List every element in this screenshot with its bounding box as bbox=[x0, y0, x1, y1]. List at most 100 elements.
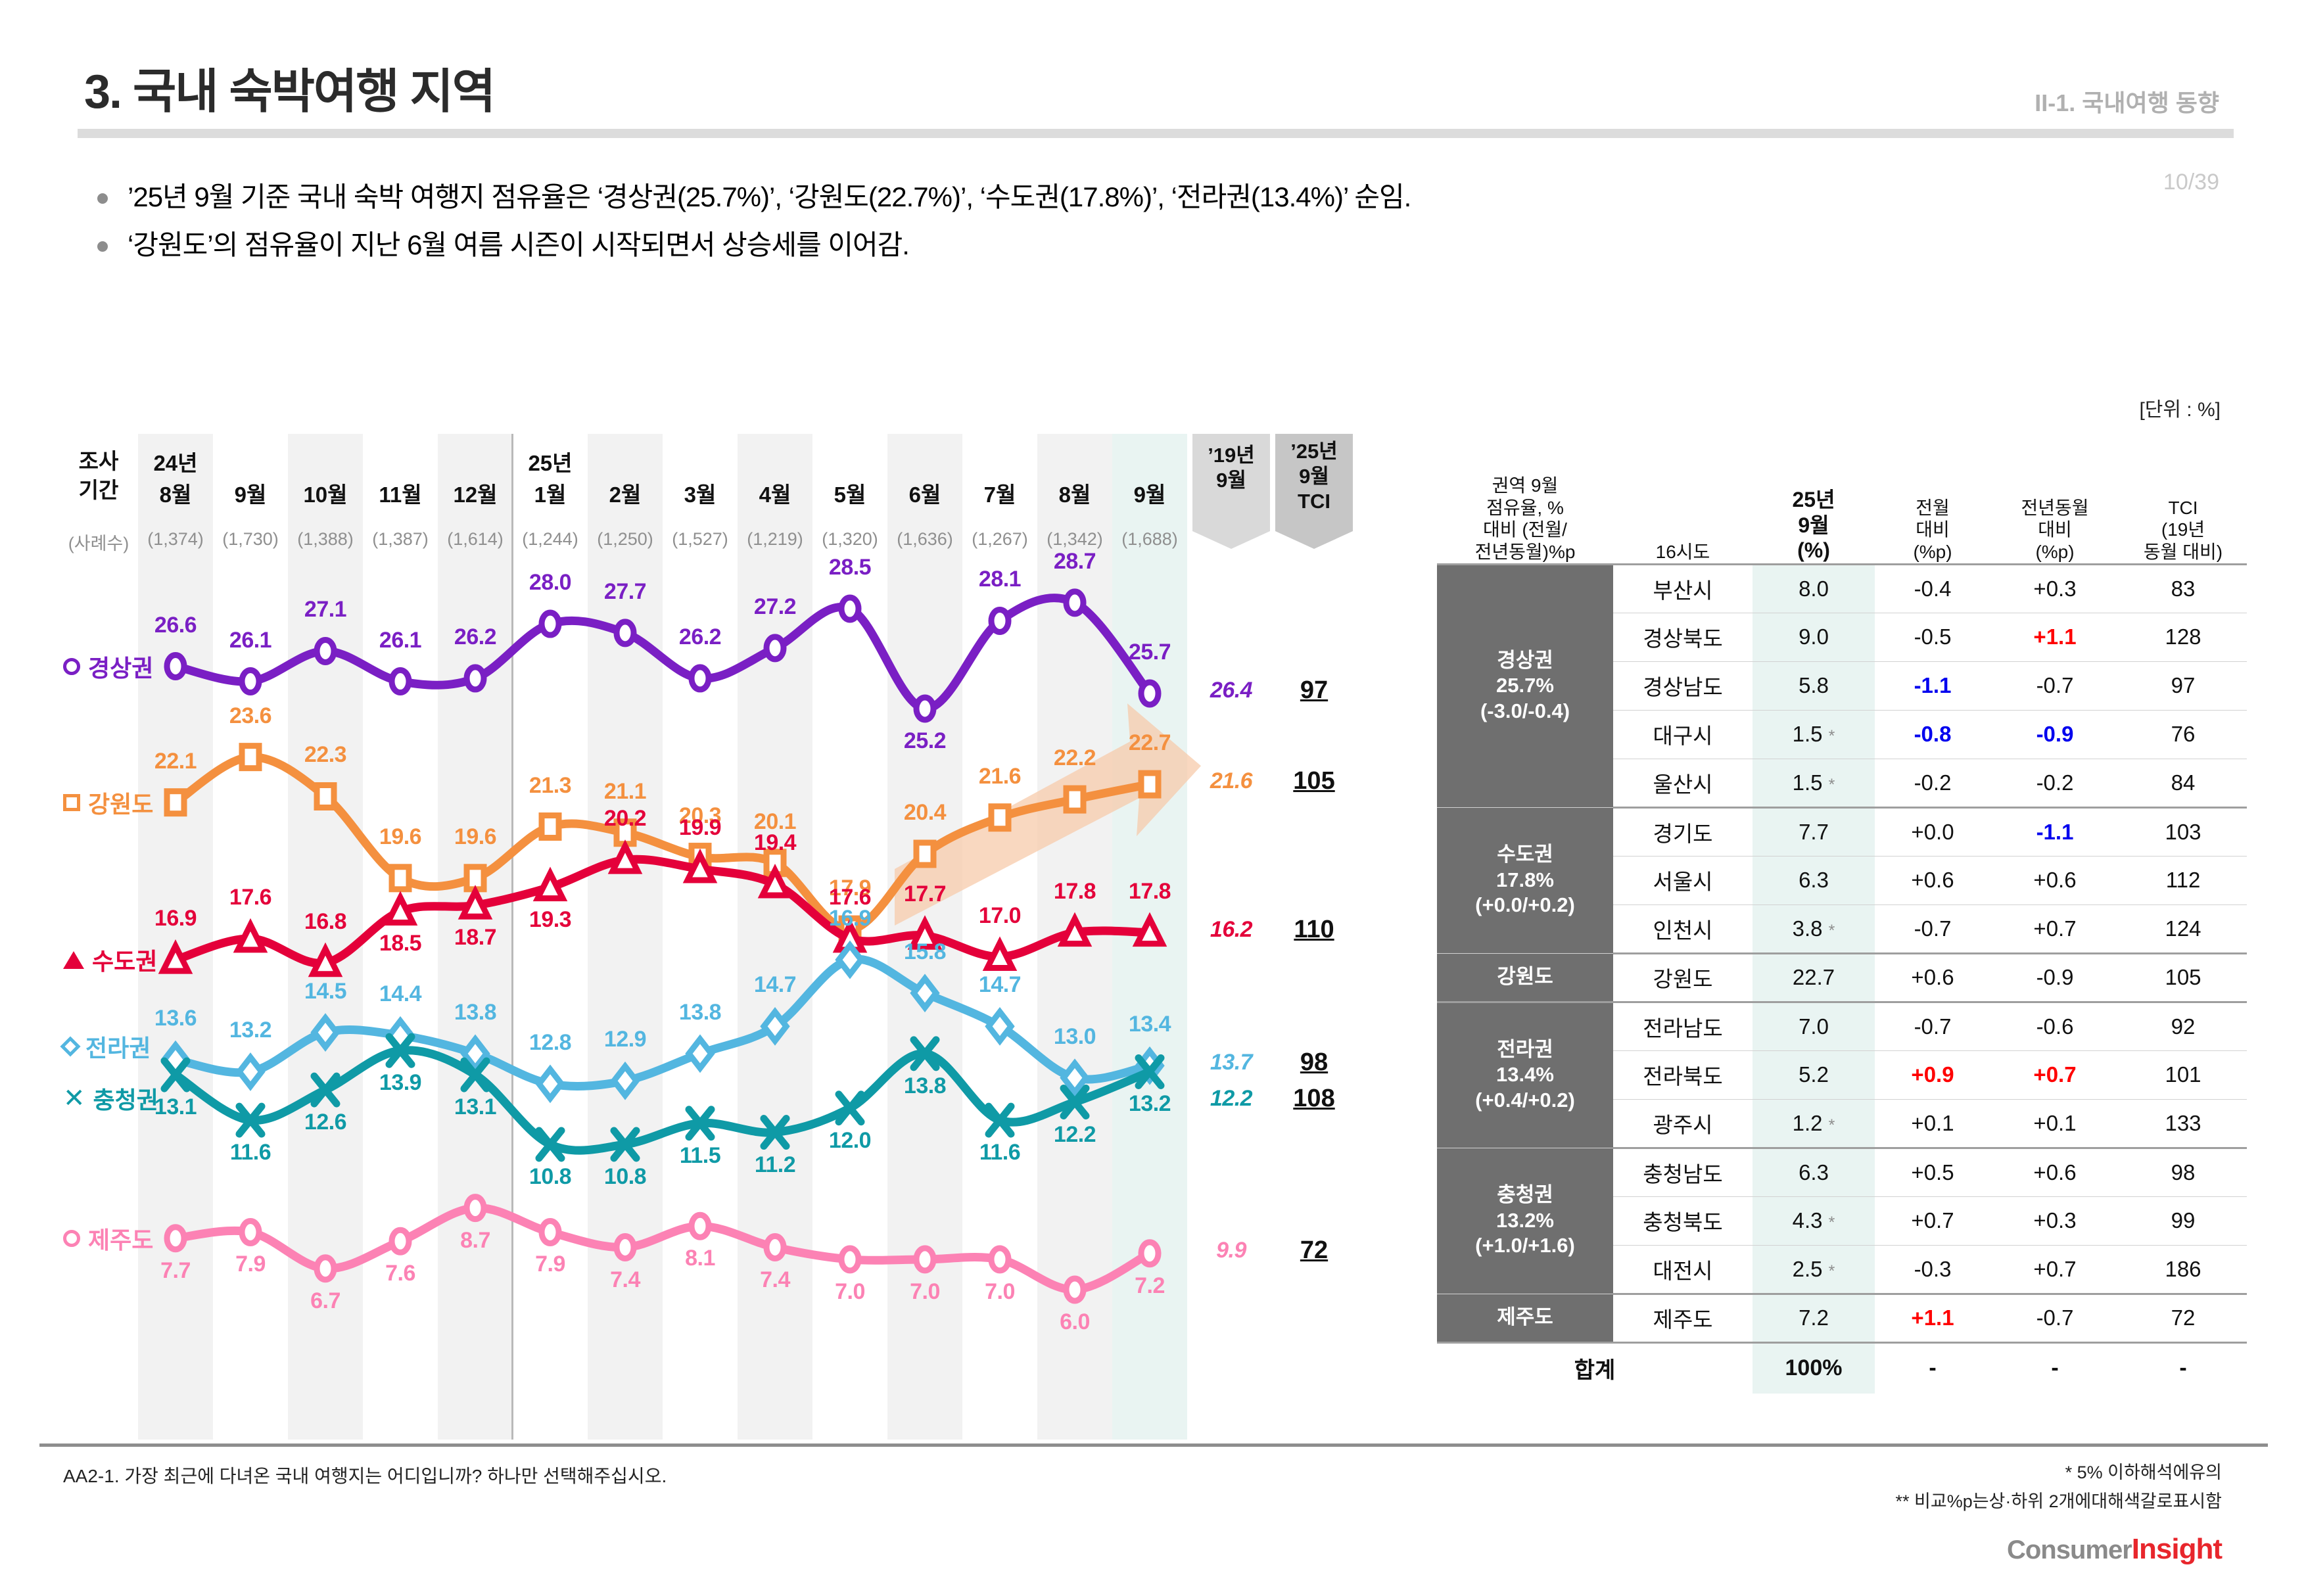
data-label: 25.7 bbox=[1128, 639, 1171, 665]
list-item: ‘강원도’의 점유율이 지난 6월 여름 시즌이 시작되면서 상승세를 이어감. bbox=[97, 227, 1872, 263]
region-name: 경상권 bbox=[1497, 648, 1553, 672]
data-point bbox=[835, 940, 865, 979]
share-value: 7.2 bbox=[1753, 1294, 1875, 1344]
data-label: 28.7 bbox=[1053, 548, 1096, 574]
data-label: 22.2 bbox=[1053, 745, 1096, 771]
city-name: 강원도 bbox=[1613, 953, 1753, 1003]
data-label: 13.8 bbox=[454, 999, 497, 1025]
ref-2019-value: 12.2 bbox=[1210, 1086, 1253, 1112]
data-label: 23.6 bbox=[229, 703, 272, 728]
chart-sample-size: (1,267) bbox=[972, 529, 1028, 549]
city-name: 경상북도 bbox=[1613, 613, 1753, 662]
tci-value-cell: 101 bbox=[2119, 1050, 2247, 1100]
data-point bbox=[460, 1034, 490, 1073]
bullet-dot-icon bbox=[97, 241, 108, 252]
city-name: 부산시 bbox=[1613, 564, 1753, 613]
bullet-text: ’25년 9월 기준 국내 숙박 여행지 점유율은 ‘경상권(25.7%)’, … bbox=[128, 181, 1411, 212]
data-label: 22.3 bbox=[304, 742, 347, 768]
chart-band bbox=[588, 434, 663, 1440]
region-group-cell: 강원도 bbox=[1437, 953, 1613, 1003]
data-label: 28.0 bbox=[529, 570, 572, 596]
series-name-수도권: 수도권 bbox=[92, 948, 158, 975]
total-value: 100% bbox=[1753, 1341, 1875, 1394]
data-label: 16.8 bbox=[304, 908, 347, 934]
data-label: 16.9 bbox=[154, 906, 197, 931]
region-name: 충청권 bbox=[1497, 1183, 1553, 1207]
chart-sample-size: (1,636) bbox=[897, 529, 953, 549]
tci-value-cell: 72 bbox=[2119, 1294, 2247, 1344]
table-row: 광주시 1.2 * +0.1 +0.1 133 bbox=[1437, 1099, 2247, 1149]
data-label: 19.6 bbox=[379, 824, 422, 849]
region-group-cell: 전라권 13.4% (+0.4/+0.2) bbox=[1437, 1002, 1613, 1148]
data-label: 26.1 bbox=[379, 627, 422, 653]
yoy-change: -0.6 bbox=[1990, 1002, 2119, 1051]
data-point bbox=[607, 839, 643, 874]
share-value: 22.7 bbox=[1753, 953, 1875, 1003]
share-value: 2.5 * bbox=[1753, 1245, 1875, 1295]
col-header-tci: TCI (19년 동월 대비) bbox=[2143, 497, 2223, 562]
marker-x-icon: ✕ bbox=[63, 1084, 85, 1114]
yoy-change: -0.7 bbox=[1990, 1294, 2119, 1344]
region-delta: (+1.0/+1.6) bbox=[1475, 1234, 1575, 1257]
tci-value-cell: 128 bbox=[2119, 613, 2247, 662]
share-value: 6.3 bbox=[1753, 856, 1875, 905]
data-point bbox=[682, 848, 718, 883]
chart-sample-size: (1,342) bbox=[1047, 529, 1103, 549]
total-tci: - bbox=[2119, 1341, 2247, 1394]
data-label: 21.6 bbox=[978, 763, 1022, 789]
data-label: 8.7 bbox=[460, 1227, 490, 1253]
legend-item-강원도: 강원도 bbox=[63, 786, 153, 820]
city-name: 광주시 bbox=[1613, 1099, 1753, 1149]
data-label: 13.9 bbox=[379, 1070, 422, 1096]
data-point bbox=[233, 918, 268, 953]
chart-month-label: 3월 bbox=[684, 482, 717, 507]
data-label: 13.8 bbox=[903, 1073, 947, 1098]
data-point bbox=[610, 1127, 640, 1162]
tci-value-cell: 105 bbox=[2119, 953, 2247, 1003]
tci-value: 72 bbox=[1300, 1236, 1329, 1264]
data-label: 19.6 bbox=[454, 824, 497, 849]
data-label: 26.2 bbox=[678, 624, 722, 649]
ref-2019-header: ’19년 9월 bbox=[1192, 434, 1270, 549]
data-point bbox=[235, 1052, 266, 1091]
data-point bbox=[685, 1106, 715, 1141]
region-group-cell: 충청권 13.2% (+1.0/+1.6) bbox=[1437, 1148, 1613, 1294]
data-point bbox=[158, 939, 193, 974]
significance-asterisk: * bbox=[1828, 1261, 1835, 1280]
mom-change: -0.3 bbox=[1875, 1245, 1990, 1295]
data-point bbox=[314, 782, 337, 810]
tci-value-cell: 97 bbox=[2119, 661, 2247, 711]
data-point bbox=[460, 1057, 490, 1092]
table-row: 대전시 2.5 * -0.3 +0.7 186 bbox=[1437, 1245, 2247, 1295]
unit-note: [단위 : %] bbox=[2139, 399, 2221, 421]
series-name-충청권: 충청권 bbox=[93, 1087, 158, 1114]
chart-sample-size: (1,387) bbox=[372, 529, 429, 549]
series-name-경상권: 경상권 bbox=[88, 654, 154, 682]
tci-value: 98 bbox=[1300, 1048, 1329, 1077]
city-name: 제주도 bbox=[1613, 1294, 1753, 1344]
data-point bbox=[164, 788, 187, 817]
legend-item-제주도: 제주도 bbox=[63, 1221, 153, 1256]
table-total-row: 합계 100% - - - bbox=[1437, 1341, 2247, 1394]
yoy-change: +0.7 bbox=[1990, 1245, 2119, 1295]
data-point bbox=[388, 667, 412, 696]
tci-value-cell: 186 bbox=[2119, 1245, 2247, 1295]
data-label: 19.9 bbox=[678, 814, 722, 840]
table-row: 대구시 1.5 * -0.8 -0.9 76 bbox=[1437, 710, 2247, 759]
marker-circle-icon bbox=[63, 1229, 80, 1247]
chart-month-label: 1월 bbox=[534, 482, 567, 507]
data-point bbox=[988, 606, 1012, 635]
data-label: 17.6 bbox=[229, 884, 272, 910]
region-share: 13.4% bbox=[1496, 1063, 1554, 1087]
tci-value-cell: 98 bbox=[2119, 1148, 2247, 1197]
footnote-color-legend: ** 비교%p는상·하위 2개에대해색갈로표시함 bbox=[1895, 1491, 2223, 1511]
data-point bbox=[314, 636, 337, 665]
data-point bbox=[982, 936, 1018, 972]
data-label: 26.2 bbox=[454, 624, 497, 649]
series-name-제주도: 제주도 bbox=[88, 1226, 154, 1254]
logo-consumer-text: Consumer bbox=[2006, 1536, 2132, 1564]
chart-sample-size: (1,688) bbox=[1121, 529, 1178, 549]
page-title: 3. 국내 숙박여행 지역 bbox=[84, 66, 496, 118]
mom-change: +0.1 bbox=[1875, 1099, 1990, 1149]
chart-sample-size: (1,244) bbox=[522, 529, 578, 549]
